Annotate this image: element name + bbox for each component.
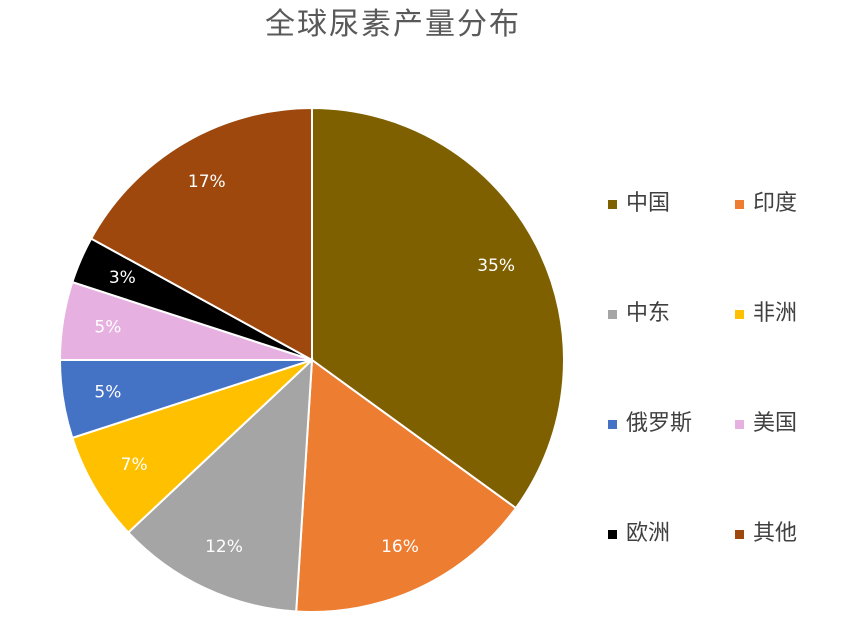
value-label: 5% bbox=[94, 318, 121, 338]
legend-label: 欧洲 bbox=[626, 521, 670, 546]
legend-swatch bbox=[735, 530, 744, 539]
pie-slice bbox=[295, 358, 518, 613]
legend-swatch bbox=[608, 310, 617, 319]
legend-label: 中国 bbox=[626, 191, 670, 216]
legend-label: 中东 bbox=[626, 301, 670, 326]
legend-swatch bbox=[608, 420, 617, 429]
legend-swatch bbox=[608, 200, 617, 209]
legend-label: 其他 bbox=[753, 521, 797, 546]
legend-label: 美国 bbox=[753, 411, 797, 436]
legend-swatch bbox=[735, 420, 744, 429]
value-label: 3% bbox=[109, 268, 136, 288]
value-label: 16% bbox=[381, 537, 419, 557]
value-label: 17% bbox=[188, 172, 226, 192]
value-label: 7% bbox=[121, 455, 148, 475]
pie-slice bbox=[311, 106, 565, 510]
value-label: 35% bbox=[477, 256, 515, 276]
chart-title: 全球尿素产量分布 bbox=[265, 7, 521, 42]
legend-label: 印度 bbox=[753, 191, 797, 216]
value-label: 12% bbox=[205, 537, 243, 557]
pie-slice bbox=[89, 106, 313, 362]
pie-slice bbox=[71, 359, 313, 534]
legend-swatch bbox=[608, 530, 617, 539]
value-label: 5% bbox=[94, 382, 121, 402]
legend-label: 俄罗斯 bbox=[626, 411, 692, 436]
legend-swatch bbox=[735, 310, 744, 319]
pie-slice bbox=[126, 357, 314, 613]
legend-swatch bbox=[735, 200, 744, 209]
legend-label: 非洲 bbox=[753, 301, 797, 326]
